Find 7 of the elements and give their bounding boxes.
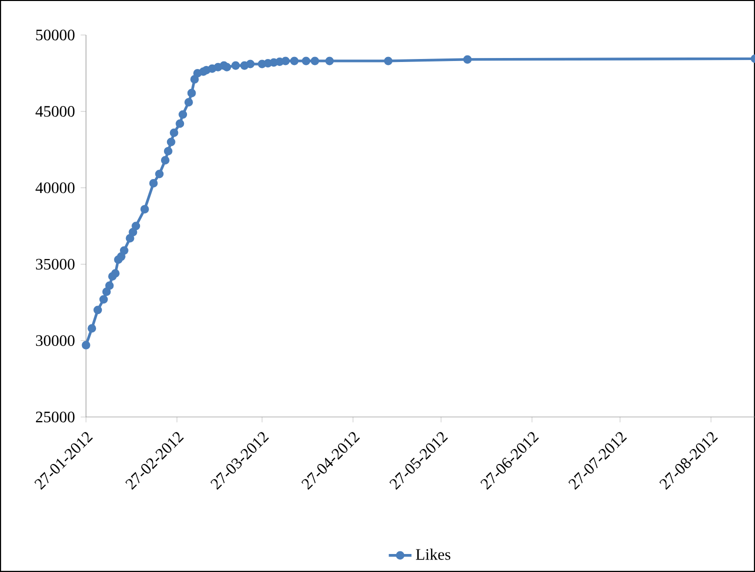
y-tick-label: 25000 <box>36 412 74 422</box>
y-tick-label: 45000 <box>36 106 74 117</box>
y-tick-label: 35000 <box>36 258 74 270</box>
y-tick-label: 50000 <box>36 30 74 40</box>
y-tick-label: 30000 <box>36 335 74 346</box>
y-tick-label: 40000 <box>36 182 74 194</box>
legend-label: Likes <box>416 548 450 560</box>
